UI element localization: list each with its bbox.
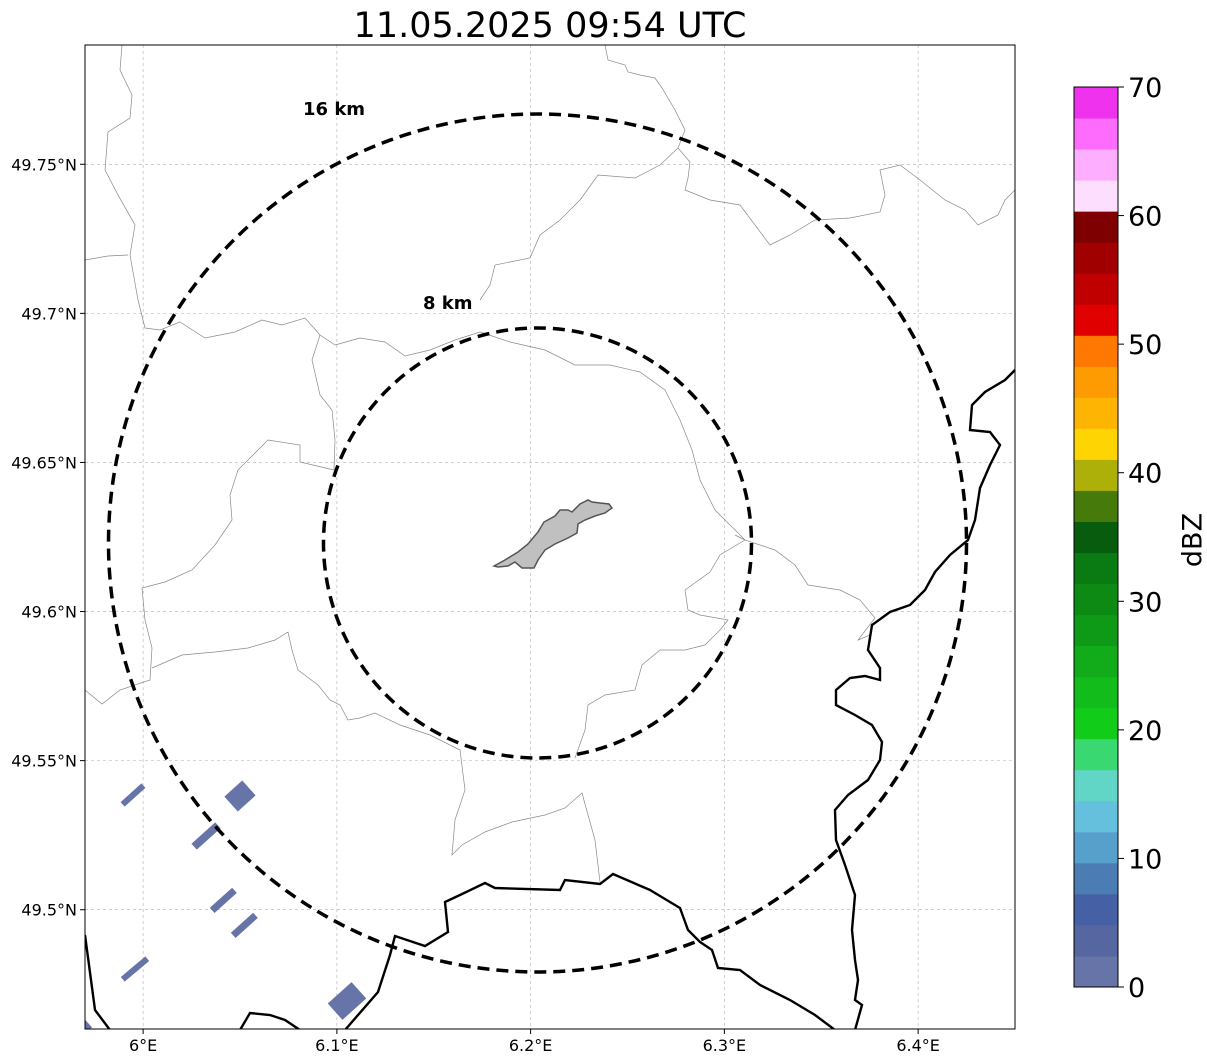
echo-cell [327, 982, 367, 1020]
colorbar-bin [1074, 428, 1118, 460]
country-borders [85, 369, 1015, 1029]
colorbar-tick-label: 20 [1128, 716, 1162, 747]
colorbar-bin [1074, 738, 1118, 771]
latitude-ticks: 49.5°N 49.55°N 49.6°N 49.65°N 49.7°N 49.75°N [11, 155, 85, 920]
lat-tick-label: 49.5°N [21, 901, 77, 920]
colorbar-tick-label: 50 [1128, 330, 1162, 361]
colorbar-bin [1074, 211, 1118, 243]
gridlines [85, 45, 1015, 1029]
echo-cell [224, 780, 256, 812]
boundary-line [104, 45, 336, 346]
colorbar-bin [1074, 87, 1118, 119]
colorbar-bin [1074, 366, 1118, 398]
colorbar-bin [1074, 707, 1118, 740]
colorbar-bin [1074, 490, 1118, 522]
range-ring-16km [106, 112, 969, 974]
echo-cell [230, 912, 258, 939]
border-line [833, 369, 1015, 1029]
colorbar-bin [1074, 831, 1118, 864]
map-frame [84, 44, 1016, 1030]
lon-tick-label: 6.4°E [896, 1036, 940, 1055]
echo-cell [120, 956, 150, 982]
lat-tick-label: 49.65°N [11, 453, 77, 472]
radar-echoes [85, 780, 367, 1029]
echo-cell [191, 822, 221, 850]
colorbar-tick-label: 0 [1128, 973, 1145, 1004]
ring-label-16km: 16 km [303, 99, 365, 120]
map-title: 11.05.2025 09:54 UTC [353, 6, 747, 46]
colorbar-bin [1074, 521, 1118, 554]
echo-cell [209, 887, 237, 914]
map-axes: 8 km 16 km [84, 44, 1016, 1030]
colorbar-bin [1074, 924, 1118, 957]
colorbar-bin [1074, 459, 1118, 491]
colorbar-bin [1074, 583, 1118, 616]
lon-tick-label: 6.2°E [509, 1036, 553, 1055]
lat-tick-label: 49.6°N [21, 603, 77, 622]
boundary-line [85, 254, 129, 261]
longitude-ticks: 6°E 6.1°E 6.2°E 6.3°E 6.4°E [129, 1029, 940, 1055]
echo-cell [120, 783, 146, 807]
colorbar-bins [1074, 87, 1118, 988]
colorbar-tick-label: 60 [1128, 202, 1162, 233]
colorbar-bin [1074, 552, 1118, 585]
colorbar-bin [1074, 304, 1118, 336]
colorbar-bin [1074, 800, 1118, 833]
boundary-line [734, 534, 746, 541]
border-line [344, 872, 850, 1029]
colorbar-bin [1074, 273, 1118, 305]
colorbar-bin [1074, 862, 1118, 895]
colorbar-label: dBZ [1178, 513, 1207, 567]
colorbar-bin [1074, 676, 1118, 709]
ring-label-8km: 8 km [423, 293, 473, 314]
colorbar: 0 10 20 30 40 50 60 70 dBZ [1073, 73, 1207, 1004]
lon-tick-label: 6.3°E [703, 1036, 747, 1055]
boundary-line [151, 631, 601, 883]
border-line [239, 1011, 301, 1029]
admin-boundaries [85, 45, 1015, 883]
colorbar-tick-label: 70 [1128, 73, 1162, 104]
lat-tick-label: 49.55°N [11, 752, 77, 771]
range-rings [106, 112, 969, 974]
colorbar-tick-label: 30 [1128, 587, 1162, 618]
colorbar-bin [1074, 955, 1118, 988]
lat-tick-label: 49.7°N [21, 304, 77, 323]
lat-tick-label: 49.75°N [11, 155, 77, 174]
colorbar-tick-label: 10 [1128, 844, 1162, 875]
city-area [491, 499, 614, 569]
boundary-line [85, 334, 336, 705]
lon-tick-label: 6.1°E [315, 1036, 359, 1055]
colorbar-bin [1074, 118, 1118, 150]
colorbar-bin [1074, 180, 1118, 212]
colorbar-ticks: 0 10 20 30 40 50 60 70 [1118, 73, 1162, 1004]
boundary-line [334, 331, 746, 541]
border-line [85, 934, 111, 1029]
colorbar-bin [1074, 397, 1118, 429]
colorbar-bin [1074, 893, 1118, 926]
boundary-line [604, 45, 1015, 246]
colorbar-bin [1074, 769, 1118, 802]
colorbar-tick-label: 40 [1128, 459, 1162, 490]
colorbar-bin [1074, 149, 1118, 181]
echo-cell [85, 1019, 93, 1029]
colorbar-frame [1073, 86, 1119, 988]
boundary-line [479, 147, 679, 301]
colorbar-bin [1074, 645, 1118, 678]
colorbar-bin [1074, 335, 1118, 367]
colorbar-bin [1074, 242, 1118, 274]
range-ring-8km [321, 326, 754, 760]
colorbar-bin [1074, 614, 1118, 647]
lon-tick-label: 6°E [129, 1036, 157, 1055]
boundary-line [574, 539, 876, 759]
